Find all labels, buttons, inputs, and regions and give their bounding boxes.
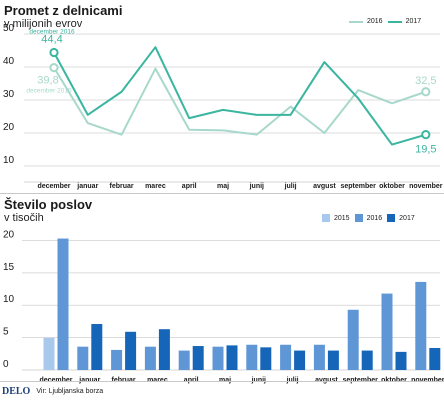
x-tick-label: januar: [78, 377, 100, 384]
annotation-caption: december 2016: [29, 28, 75, 35]
x-tick-label: november: [409, 183, 443, 190]
chart1-subtitle: v milijonih evrov: [4, 18, 83, 30]
x-tick-label: maj: [219, 377, 231, 384]
x-tick-label: december: [39, 377, 72, 384]
x-tick-label: april: [182, 183, 197, 190]
annotation-caption: december 2015: [26, 88, 72, 95]
legend-label: 2016: [366, 214, 383, 222]
bar-2017-maj: [226, 345, 238, 370]
highlight-marker: [421, 87, 431, 97]
bar-2017-april: [192, 346, 204, 370]
bar-2016-marec: [144, 346, 156, 370]
legend-swatch: [387, 20, 402, 23]
legend-item-2016: 2016: [349, 18, 383, 25]
chart1-legend: 2016 2017: [349, 18, 421, 25]
y-tick-label: 15: [3, 262, 15, 273]
data-label: 39,8: [37, 75, 58, 87]
y-tick-label: 10: [3, 294, 15, 305]
x-tick-label: november: [411, 377, 444, 384]
x-tick-label: junij: [251, 377, 266, 384]
highlight-marker: [49, 47, 59, 58]
legend-item-2017: 2017: [387, 18, 422, 25]
x-tick-label: marec: [147, 377, 168, 384]
bar-2016-februar: [111, 349, 123, 370]
legend-label: 2016: [367, 18, 383, 25]
bar-2016-januar: [77, 346, 89, 370]
y-tick-label: 20: [3, 122, 15, 133]
bar-2017-julij: [294, 350, 306, 370]
bar-2016-avgust: [313, 344, 325, 370]
legend-swatch: [387, 214, 396, 222]
x-tick-label: avgust: [315, 377, 338, 384]
data-label: 32,5: [415, 75, 436, 87]
x-tick-label: september: [340, 183, 376, 190]
x-tick-label: februar: [112, 377, 136, 384]
bar-2016-julij: [280, 344, 292, 370]
legend-label: 2017: [405, 18, 422, 25]
legend-swatch: [349, 20, 363, 23]
y-tick-label: 30: [3, 89, 15, 100]
bar-2017-junij: [260, 347, 272, 370]
bar-2017-oktober: [395, 351, 407, 370]
bar-2016-april: [178, 350, 190, 370]
x-tick-label: maj: [217, 183, 229, 190]
y-tick-label: 10: [3, 155, 15, 166]
highlight-marker: [49, 63, 59, 73]
footer: DELO Vir: Ljubljanska borza: [2, 386, 103, 397]
brand-logo: DELO: [2, 386, 31, 397]
x-tick-label: februar: [110, 183, 134, 190]
y-tick-label: 50: [3, 23, 15, 34]
chart2-title: Število poslov: [4, 197, 93, 212]
line-chart: 10 20 30 40 50 december januar februar marec apri…: [3, 23, 443, 190]
bar-2015-december: [43, 337, 55, 370]
x-tick-label: junij: [249, 183, 264, 190]
data-label: 44,4: [41, 33, 62, 45]
y-tick-label: 0: [3, 359, 9, 370]
source-note: Vir: Ljubljanska borza: [36, 388, 104, 395]
bar-2016-oktober: [381, 293, 393, 370]
bar-2016-maj: [212, 346, 224, 370]
legend-label: 2015: [334, 214, 350, 222]
x-tick-label: avgust: [313, 183, 336, 190]
x-tick-label: julij: [286, 377, 299, 384]
section-divider: [0, 193, 444, 194]
chart2-legend: 2015 2016 2017: [322, 214, 415, 222]
legend-label: 2017: [399, 214, 415, 222]
bar-2017-februar: [125, 331, 137, 370]
legend-swatch: [354, 214, 363, 222]
bar-2016-junij: [246, 344, 258, 370]
x-tick-label: september: [342, 377, 378, 384]
x-tick-label: julij: [284, 183, 297, 190]
legend-item-2016: 2016: [354, 214, 383, 222]
bar-2017-november: [429, 347, 441, 370]
highlight-marker: [421, 130, 431, 140]
legend-item-2015: 2015: [322, 214, 350, 222]
bar-2017-januar: [91, 324, 103, 370]
y-tick-label: 20: [3, 229, 15, 240]
x-tick-label: oktober: [379, 183, 405, 190]
legend-item-2017: 2017: [387, 214, 415, 222]
footer-divider: [0, 381, 444, 382]
x-tick-label: april: [184, 377, 199, 384]
x-tick-label: marec: [145, 183, 166, 190]
bar-2017-september: [361, 350, 373, 370]
x-tick-label: oktober: [381, 377, 407, 384]
chart1-title: Promet z delnicami: [4, 3, 123, 18]
series-line-2017: [53, 46, 427, 146]
series-line-2016: [53, 67, 427, 136]
chart2-subtitle: v tisočih: [4, 212, 44, 224]
bar-2017-avgust: [327, 350, 339, 370]
x-tick-label: december: [37, 183, 70, 190]
legend-swatch: [322, 214, 330, 222]
y-tick-label: 5: [3, 327, 9, 338]
bar-2017-marec: [158, 329, 170, 370]
data-label: 19,5: [415, 144, 436, 156]
bar-2016-september: [347, 309, 359, 370]
bar-2016-december: [57, 238, 69, 370]
bar-chart: 0 5 10 15 20 december januar februar marec april m…: [3, 229, 444, 384]
bar-2016-november: [415, 281, 427, 370]
y-tick-label: 40: [3, 56, 15, 67]
x-tick-label: januar: [76, 183, 98, 190]
